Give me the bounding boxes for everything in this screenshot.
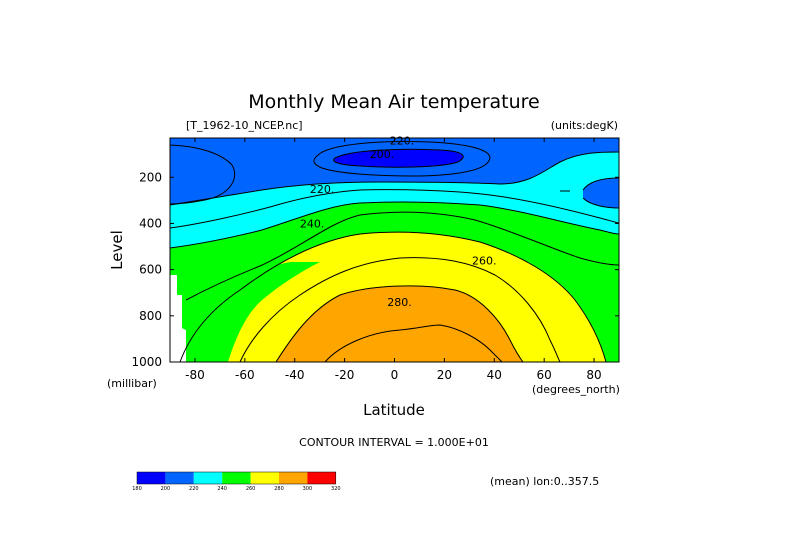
y-units: (millibar) [107, 377, 157, 390]
band-280-300 [276, 285, 523, 362]
colorbar-swatch [307, 472, 336, 484]
colorbar-level-label: 280 [274, 486, 284, 492]
colorbar-level-label: 320 [331, 486, 341, 492]
colorbar: 180 200 220 240 260 280 300 320 [132, 471, 341, 492]
mean-longitude-text: (mean) lon:0..357.5 [490, 475, 599, 488]
y-tick-label: 400 [139, 216, 162, 230]
x-tick-label: -40 [285, 368, 305, 382]
contour-line-250 [185, 211, 620, 301]
units-label: (units:degK) [551, 119, 618, 132]
colorbar-swatch [250, 472, 279, 484]
y-tick-label: 800 [139, 309, 162, 323]
contour-line-240 [169, 201, 620, 249]
colorbar-level-label: 180 [132, 486, 142, 492]
contour-line-210-left [169, 144, 236, 205]
band-200-220-pocket [583, 178, 619, 208]
x-axis-label: Latitude [363, 401, 425, 419]
colorbar-swatch [165, 472, 194, 484]
x-tick-label: 80 [586, 368, 601, 382]
contour-line-210 [313, 141, 491, 177]
x-units: (degrees_north) [532, 383, 620, 396]
plot-area: 220.200.220.240.260.280. [169, 134, 620, 363]
contour-label: 260. [472, 254, 497, 267]
colorbar-swatch [193, 472, 223, 484]
chart-title: Monthly Mean Air temperature [248, 91, 539, 113]
contour-label: 200. [370, 148, 395, 161]
colorbar-level-label: 300 [303, 486, 313, 492]
contour-line-270 [239, 257, 561, 363]
contour-line-200 [333, 148, 464, 168]
colorbar-swatch [222, 472, 251, 484]
contour-label: 220. [390, 134, 415, 147]
contour-label: 240. [300, 217, 325, 230]
y-tick-label: 600 [139, 263, 162, 277]
x-tick-label: 20 [437, 368, 452, 382]
contour-line-220 [169, 151, 620, 206]
colorbar-level-label: 260 [246, 486, 256, 492]
x-tick-label: 60 [537, 368, 552, 382]
colorbar-level-label: 240 [217, 486, 227, 492]
y-tick-label: 1000 [131, 355, 162, 369]
x-tick-label: -20 [335, 368, 355, 382]
contour-line-230 [169, 189, 620, 229]
x-tick-label: -80 [185, 368, 205, 382]
x-axis: -80 -60 -40 -20 0 20 40 60 80 [185, 138, 602, 382]
y-axis-label: Level [108, 230, 126, 270]
y-tick-label: 200 [139, 170, 162, 184]
contour-line-280 [275, 285, 524, 363]
contour-interval-text: CONTOUR INTERVAL = 1.000E+01 [299, 436, 489, 449]
contour-line-260 [179, 231, 607, 363]
colorbar-swatch [137, 472, 166, 484]
y-axis: 200 400 600 800 1000 [131, 170, 619, 369]
contour-label: 220. [310, 183, 335, 196]
colorbar-frame [136, 471, 337, 485]
colorbar-level-label: 200 [161, 486, 171, 492]
contour-line-220-pocket [582, 177, 620, 209]
colorbar-level-label: 220 [189, 486, 199, 492]
contour-label: 280. [387, 296, 412, 309]
x-tick-label: 0 [391, 368, 399, 382]
band-180-200 [333, 149, 464, 168]
contour-line-290 [324, 324, 503, 363]
colorbar-swatch [279, 472, 308, 484]
x-tick-label: 40 [487, 368, 502, 382]
x-tick-label: -60 [235, 368, 255, 382]
source-file-label: [T_1962-10_NCEP.nc] [186, 119, 303, 132]
